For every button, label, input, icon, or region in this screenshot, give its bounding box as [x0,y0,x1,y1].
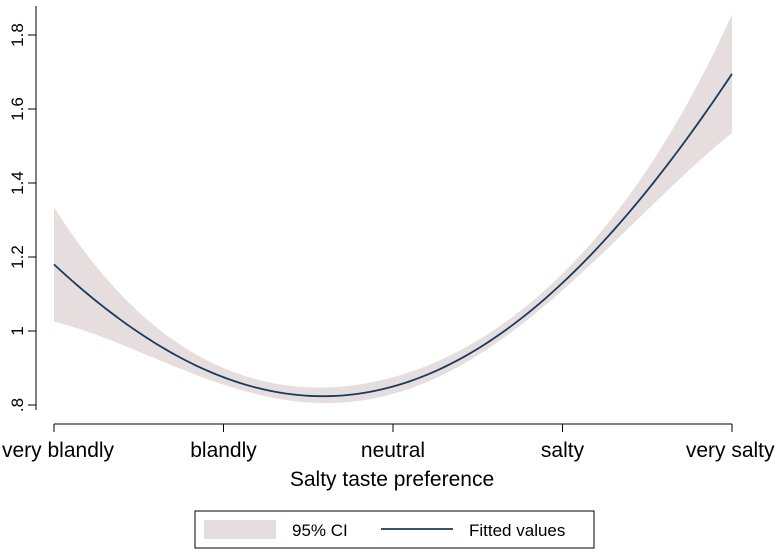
plot-area [53,14,733,404]
x-ticks: very blandly blandly neutral salty very salt… [2,424,775,462]
fitted-line [53,73,733,398]
legend-fitted-label: Fitted values [469,521,565,540]
y-tick-label: 1.4 [8,171,27,195]
x-tick-label: salty [541,439,585,462]
x-tick-label: very blandly [2,439,115,462]
ci-band [54,14,732,404]
y-tick-label: 1.6 [8,97,27,121]
y-tick-label: 1.2 [8,245,27,269]
y-axis: .8 1 1.2 1.4 1.6 1.8 [8,6,37,412]
x-tick-label: very salty [686,439,775,462]
y-tick-label: 1 [8,326,27,335]
y-tick-label: 1.8 [8,23,27,47]
x-tick-label: neutral [361,439,425,462]
legend-ci-swatch [204,520,276,539]
x-tick-label: blandly [190,439,257,462]
legend: 95% CI Fitted values [194,510,595,549]
legend-ci-label: 95% CI [292,521,348,540]
x-axis-title: Salty taste preference [290,468,494,491]
x-axis: very blandly blandly neutral salty very salt… [2,423,775,491]
y-ticks: .8 1 1.2 1.4 1.6 1.8 [8,23,36,412]
y-tick-label: .8 [8,398,27,412]
